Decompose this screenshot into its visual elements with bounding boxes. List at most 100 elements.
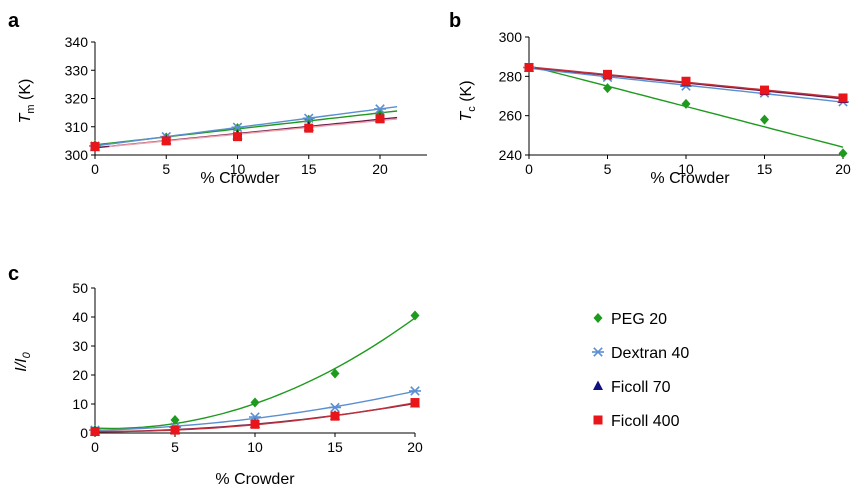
panel-c-x-tick-label: 15 bbox=[327, 439, 343, 455]
panel-a-y-tick-label: 330 bbox=[65, 62, 89, 78]
panel-c-x-tick-label: 0 bbox=[91, 439, 99, 455]
panel-c-x-tick-label: 5 bbox=[171, 439, 179, 455]
panel-c-point bbox=[250, 397, 260, 408]
panel-c-point bbox=[170, 414, 180, 425]
legend-label: Dextran 40 bbox=[611, 345, 689, 362]
panel-a-point bbox=[231, 122, 244, 133]
panel-b-y-axis-label-unit: (K) bbox=[458, 80, 475, 106]
panel-a-y-tick-label: 320 bbox=[65, 91, 89, 107]
panel-a-point bbox=[161, 136, 171, 146]
panel-b-x-axis-label: % Crowder bbox=[650, 170, 730, 187]
panel-a-y-axis-label-main: T bbox=[17, 112, 34, 123]
panel-a-y-tick-label: 300 bbox=[65, 147, 89, 163]
panel-a-y-tick-label: 310 bbox=[65, 119, 89, 135]
panel-c-y-axis-label: I/I0 bbox=[13, 351, 33, 371]
panel-c-point bbox=[90, 427, 100, 437]
panel-a-x-tick-label: 5 bbox=[162, 161, 170, 177]
panel-b-point bbox=[838, 93, 848, 103]
panel-a-fit-dextran-40 bbox=[94, 106, 398, 147]
panel-a-x-axis-label: % Crowder bbox=[200, 170, 280, 187]
panel-b-y-tick-label: 300 bbox=[499, 29, 523, 45]
panel-a-y-axis-label-sub: m bbox=[25, 104, 37, 113]
panel-c-y-axis-label-main: I/I bbox=[13, 358, 30, 372]
panel-c-letter: c bbox=[8, 263, 19, 285]
legend-marker-icon bbox=[592, 347, 604, 357]
panel-c-y-axis-label-sub: 0 bbox=[21, 351, 33, 358]
panel-a-x-tick-label: 20 bbox=[372, 161, 388, 177]
panel-c-y-tick-label: 50 bbox=[72, 280, 88, 296]
panel-c-series-peg-20 bbox=[90, 310, 420, 436]
panel-b-y-tick-label: 280 bbox=[499, 68, 523, 84]
panel-c-x-tick-label: 10 bbox=[247, 439, 263, 455]
panel-b-point bbox=[760, 85, 769, 95]
panel-a-y-tick-label: 340 bbox=[65, 34, 89, 50]
panel-c-point bbox=[330, 411, 340, 421]
legend: PEG 20 Dextran 40 Ficoll 70 Ficoll 400 bbox=[592, 311, 689, 430]
legend-item-dextran-40: Dextran 40 bbox=[592, 345, 689, 362]
panel-c-y-tick-label: 30 bbox=[72, 338, 88, 354]
panel-a-point bbox=[90, 142, 100, 152]
panel-a-series-ficoll-70 bbox=[90, 112, 385, 152]
panel-b-letter: b bbox=[449, 10, 461, 32]
legend-marker-icon bbox=[593, 415, 603, 425]
panel-a-x-tick-label: 10 bbox=[230, 161, 246, 177]
panel-b-y-tick-label: 240 bbox=[499, 147, 523, 163]
panel-c-series-ficoll-400 bbox=[90, 398, 420, 437]
legend-item-ficoll-70: Ficoll 70 bbox=[593, 379, 671, 396]
panel-b-x-tick-label: 10 bbox=[678, 161, 694, 177]
panel-a-point bbox=[302, 113, 315, 124]
panel-a-point bbox=[304, 123, 314, 133]
legend-marker-icon bbox=[593, 313, 603, 323]
legend-item-ficoll-400: Ficoll 400 bbox=[593, 413, 680, 430]
panel-c-x-axis-label: % Crowder bbox=[215, 471, 295, 488]
legend-label: PEG 20 bbox=[611, 311, 667, 328]
panel-c-point bbox=[170, 425, 180, 435]
panel-b-y-tick-label: 260 bbox=[499, 108, 523, 124]
panel-a: a % Crowder Tm (K) 300 310 320 330 340 0 5 10 15… bbox=[8, 10, 427, 187]
panel-a-series-ficoll-400 bbox=[90, 114, 385, 152]
panel-a-point bbox=[375, 114, 385, 124]
panel-c-fit-peg-20 bbox=[94, 317, 416, 430]
panel-c-y-tick-label: 0 bbox=[80, 425, 88, 441]
panel-c-point bbox=[410, 398, 420, 408]
panel-a-fit-lines bbox=[94, 106, 398, 149]
panel-b-point bbox=[681, 98, 691, 109]
panel-b-point bbox=[603, 69, 612, 79]
panel-b-point bbox=[524, 62, 534, 72]
panel-b-x-tick-label: 20 bbox=[835, 161, 851, 177]
panel-b-y-axis-label-main: T bbox=[458, 111, 475, 122]
panel-c-point bbox=[330, 368, 340, 379]
panel-c-x-tick-label: 20 bbox=[407, 439, 423, 455]
panel-c-point bbox=[250, 419, 260, 429]
panel-b-y-axis-label: Tc (K) bbox=[458, 80, 478, 121]
legend-label: Ficoll 70 bbox=[611, 379, 671, 396]
panel-c-point bbox=[410, 310, 420, 321]
panel-a-point bbox=[233, 132, 242, 142]
panel-b-x-tick-label: 0 bbox=[525, 161, 533, 177]
panel-b-x-tick-label: 15 bbox=[757, 161, 773, 177]
panel-b-point bbox=[838, 148, 848, 159]
panel-b-point bbox=[760, 114, 769, 125]
panel-c-point bbox=[329, 402, 341, 413]
panel-a-x-tick-label: 15 bbox=[301, 161, 317, 177]
panel-b: b % Crowder Tc (K) 240 260 280 300 0 5 10 15 20 bbox=[449, 10, 851, 187]
panel-b-series-ficoll-400 bbox=[524, 62, 848, 103]
panel-b-point bbox=[681, 76, 691, 86]
panel-c-y-tick-label: 10 bbox=[72, 396, 88, 412]
panel-b-y-axis-label-sub: c bbox=[466, 106, 478, 112]
panel-a-fit-ficoll-400 bbox=[109, 118, 398, 148]
panel-a-point bbox=[304, 114, 314, 125]
legend-item-peg-20: PEG 20 bbox=[593, 311, 667, 328]
legend-label: Ficoll 400 bbox=[611, 413, 680, 430]
panel-c-point bbox=[409, 386, 421, 396]
legend-marker-icon bbox=[593, 380, 603, 390]
panel-c-y-tick-label: 40 bbox=[72, 309, 88, 325]
panel-b-point bbox=[603, 83, 612, 94]
panel-a-letter: a bbox=[8, 10, 20, 32]
panel-a-x-tick-label: 0 bbox=[91, 161, 99, 177]
panel-c-y-tick-label: 20 bbox=[72, 367, 88, 383]
panel-c-fit-lines bbox=[94, 317, 416, 433]
panel-a-point bbox=[374, 104, 386, 114]
panel-a-y-axis-label: Tm (K) bbox=[17, 79, 37, 124]
